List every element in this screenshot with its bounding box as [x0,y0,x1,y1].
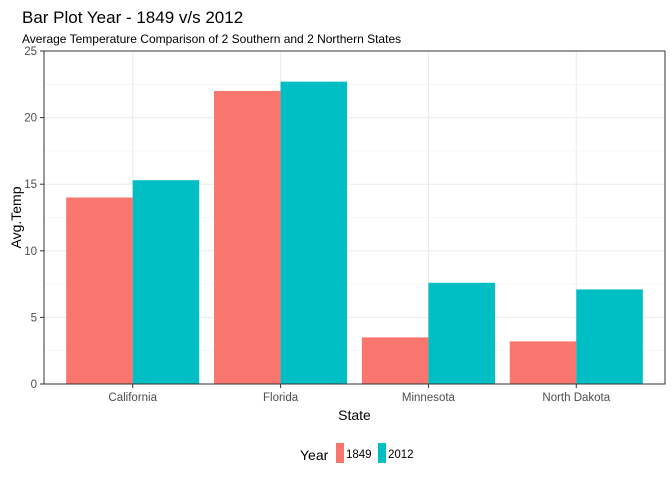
legend-label-2012: 2012 [388,449,414,461]
y-tick-label: 10 [24,246,37,258]
x-tick-label: California [108,392,157,404]
bar-2012-minnesota [428,282,495,384]
y-tick-label: 0 [31,379,37,391]
y-tick-label: 15 [24,179,37,191]
bar-1849-minnesota [361,337,429,384]
legend: Year 1849 2012 [300,443,414,463]
x-tick-label: Florida [263,392,299,404]
chart-subtitle: Average Temperature Comparison of 2 Sout… [22,32,401,46]
x-axis-title: State [338,407,371,423]
y-axis: 0 5 10 15 20 25 [24,46,44,391]
legend-title: Year [300,447,329,463]
plot-panel-border [43,50,666,385]
legend-key-1849 [336,443,344,463]
legend-label-1849: 1849 [346,449,372,461]
bar-1849-florida [214,90,281,385]
bar-1849-north-dakota [509,341,577,384]
chart-title: Bar Plot Year - 1849 v/s 2012 [22,8,243,27]
bar-2012-north-dakota [576,289,643,384]
x-tick-label: North Dakota [542,392,610,404]
y-tick-label: 5 [31,312,37,324]
x-tick-label: Minnesota [402,392,456,404]
x-axis: California Florida Minnesota North Dakota [108,384,611,404]
bar-1849-california [66,197,133,384]
y-tick-label: 25 [24,46,37,58]
legend-key-2012 [378,443,386,463]
y-axis-title: Avg.Temp [8,186,24,248]
y-tick-label: 20 [24,113,37,125]
bar-2012-florida [280,81,348,385]
bar-2012-california [132,180,200,384]
bars [66,81,643,385]
